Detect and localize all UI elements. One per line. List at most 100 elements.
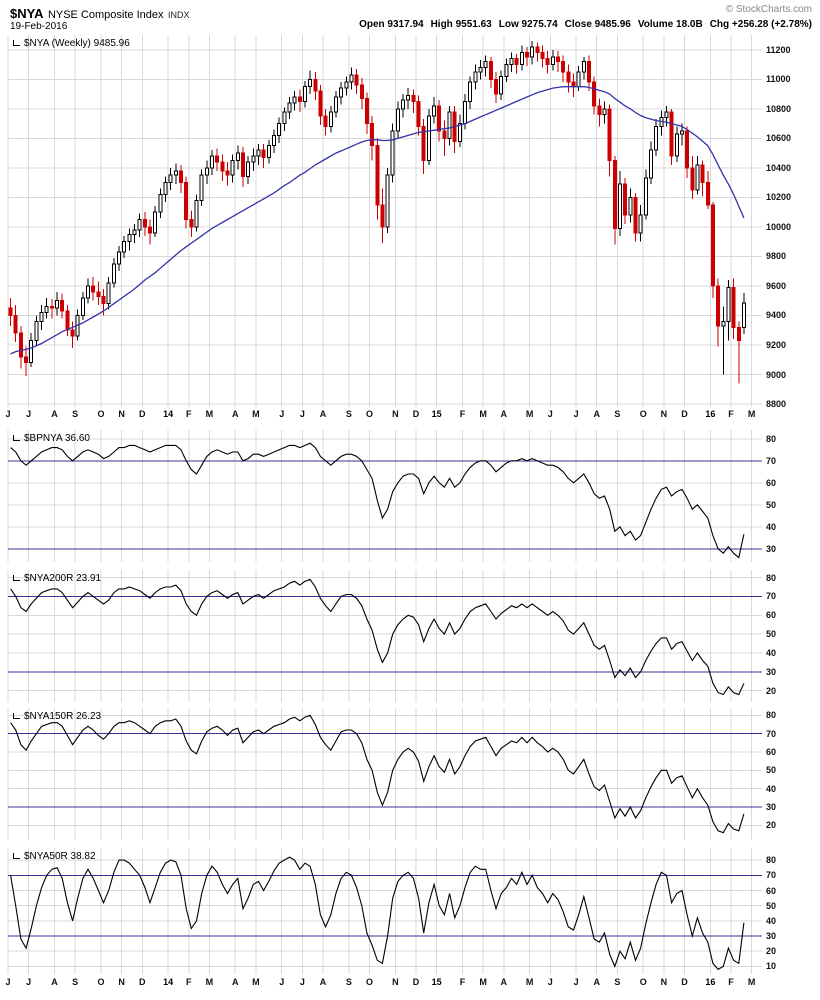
panel-toggle-icon [13,40,20,46]
candle-body [432,105,437,117]
month-label: M [525,977,534,987]
year-label: 14 [163,409,174,419]
month-label: A [51,409,58,419]
month-label: M [747,409,756,419]
candle-body [602,108,607,116]
candle-body [406,95,411,101]
candle-body [411,95,416,102]
candle-body [721,320,726,327]
y-axis-label: 10000 [766,221,792,232]
candle-body [447,111,452,139]
candle-body [679,130,684,135]
candle-body [586,61,591,83]
y-axis-label: 60 [766,610,777,621]
candle-body [499,75,504,95]
candle-body [597,105,602,116]
candle-body [86,285,91,299]
candle-body [669,111,674,157]
candle-body [566,71,571,83]
candle-body [395,108,400,132]
month-label: O [365,977,374,987]
candle-body [359,84,364,99]
candle-body [60,300,65,312]
candle-body [617,183,622,229]
panel-toggle-icon [13,713,20,719]
candle-body [457,123,462,142]
month-label: A [231,409,239,419]
candle-body [664,111,669,119]
month-label: D [139,409,146,419]
month-label: F [459,977,466,987]
candle-body [710,204,715,287]
y-axis-label: 60 [766,885,777,896]
candle-body [535,46,540,54]
candle-body [421,126,426,161]
candle-body [364,97,369,125]
candle-body [173,170,178,176]
month-label: N [660,977,668,987]
price-label: $NYA (Weekly) 9485.96 [13,38,130,49]
candle-body [556,56,561,63]
y-axis-label: 20 [766,820,777,831]
candle-body [705,182,710,206]
month-label: J [279,409,285,419]
quote-value: 9551.63 [452,19,492,30]
candle-body [323,115,328,128]
candle-body [313,78,318,92]
y-axis-label: 10800 [766,103,792,114]
y-axis-label: 30 [766,543,777,554]
month-label: M [747,977,756,987]
candle-body [478,66,483,73]
candle-body [8,307,13,316]
candle-body [607,108,612,161]
candle-body [240,152,245,178]
chart-date: 19-Feb-2016 [10,21,68,32]
candle-body [225,170,230,176]
month-label: D [681,409,688,419]
nya150r-label-text: $NYA150R 26.23 [24,711,102,722]
candle-body [302,86,307,102]
candle-body [571,81,576,88]
month-label: M [205,977,214,987]
month-label: J [573,977,579,987]
y-axis-label: 9000 [766,369,787,380]
candle-body [308,78,313,88]
candle-body [370,123,375,147]
candle-body [246,161,251,178]
candle-body [44,306,49,314]
month-label: N [392,977,399,987]
month-label: J [5,409,11,419]
quote-label: High [430,19,453,30]
nya150r-label: $NYA150R 26.23 [13,711,101,722]
candle-body [623,183,628,216]
candle-body [127,233,132,243]
y-axis-label: 9400 [766,310,787,321]
nya200r-panel [7,570,762,702]
candle-body [333,96,338,113]
candle-body [488,61,493,80]
candle-body [416,100,421,128]
quote-label: Volume [637,19,674,30]
candle-body [690,167,695,191]
candle-body [463,100,468,125]
y-axis-label: 20 [766,946,777,957]
candle-body [628,196,633,216]
candle-body [633,196,638,234]
candle-body [354,74,359,86]
candle-body [29,340,34,364]
month-label: J [26,409,32,419]
candle-body [390,130,395,176]
month-label: O [97,409,105,419]
candle-body [235,152,240,161]
month-label: A [593,409,600,419]
month-label: S [345,977,352,987]
candle-body [251,155,256,163]
y-axis-label: 50 [766,765,777,776]
candle-body [271,134,276,147]
candle-body [163,182,168,195]
year-label: 14 [163,977,174,987]
candle-body [468,81,473,102]
candle-body [142,219,147,228]
month-label: S [614,409,621,419]
candle-body [674,133,679,157]
